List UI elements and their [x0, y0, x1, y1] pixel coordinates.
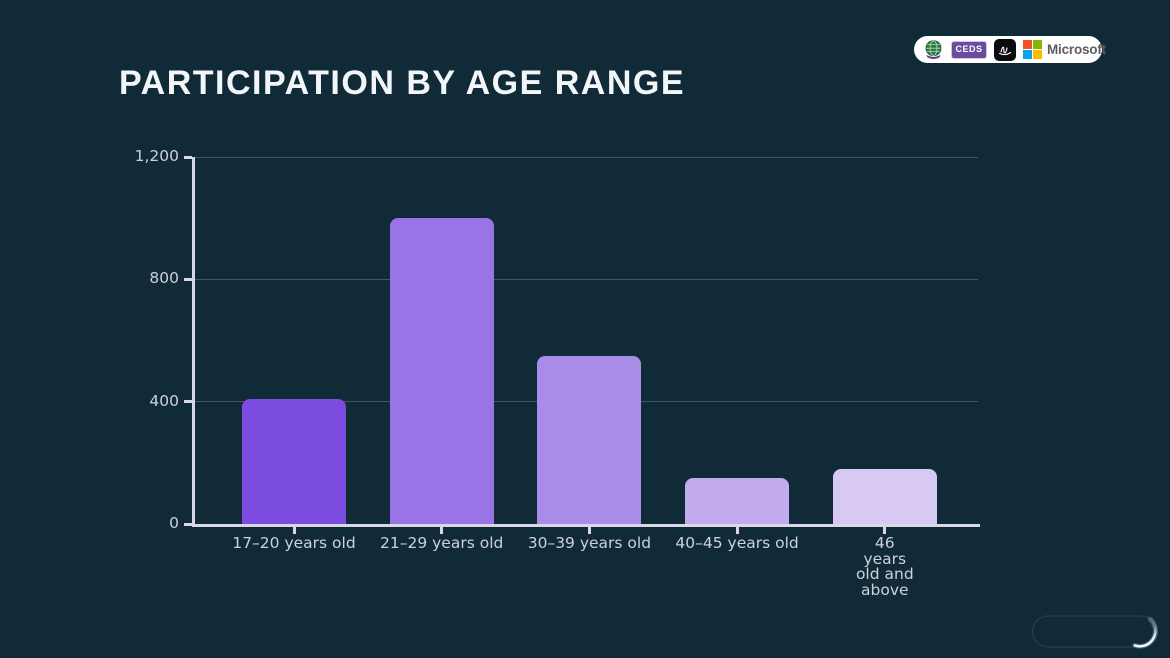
bar [832, 468, 937, 524]
bar [537, 355, 642, 524]
y-axis-tick [184, 155, 192, 159]
category-label: 30–39 years old [527, 534, 652, 552]
category-label: 40–45 years old [675, 534, 799, 552]
microsoft-logo: Microsoft [1023, 40, 1106, 59]
x-axis-tick [587, 527, 591, 534]
y-tick-label: 400 [149, 391, 179, 410]
microsoft-logo-text: Microsoft [1047, 42, 1106, 57]
category-label: 17–20 years old [232, 534, 356, 552]
x-axis-tick [292, 527, 296, 534]
chart-title: PARTICIPATION BY AGE RANGE [119, 64, 686, 102]
grid-line [195, 156, 978, 158]
x-axis-tick [735, 527, 739, 534]
y-axis-tick [184, 400, 192, 404]
y-tick-label: 800 [149, 269, 179, 288]
bar [685, 478, 790, 524]
bar [389, 218, 494, 524]
category-label: 21–29 years old [380, 534, 504, 552]
logo-bar: CEDS Microsoft [914, 36, 1106, 63]
signature-icon [994, 38, 1016, 61]
microsoft-squares-icon [1023, 40, 1042, 59]
y-axis-tick [184, 277, 192, 281]
loading-spinner [1031, 614, 1159, 649]
y-tick-label: 1,200 [134, 147, 179, 165]
ceds-logo: CEDS [951, 40, 987, 59]
plot-area: 0 400 800 1,200 17–20 years old 21–29 years o… [135, 148, 980, 597]
ceds-logo-text: CEDS [955, 44, 983, 54]
grid-line [195, 278, 978, 280]
bar [242, 398, 346, 524]
x-axis-tick [883, 527, 887, 534]
y-tick-label: 0 [169, 514, 179, 532]
y-axis-tick [184, 522, 192, 526]
globe-seal-icon [925, 40, 942, 60]
x-axis-tick [440, 527, 444, 534]
category-label: 46 years old and above [855, 534, 914, 599]
